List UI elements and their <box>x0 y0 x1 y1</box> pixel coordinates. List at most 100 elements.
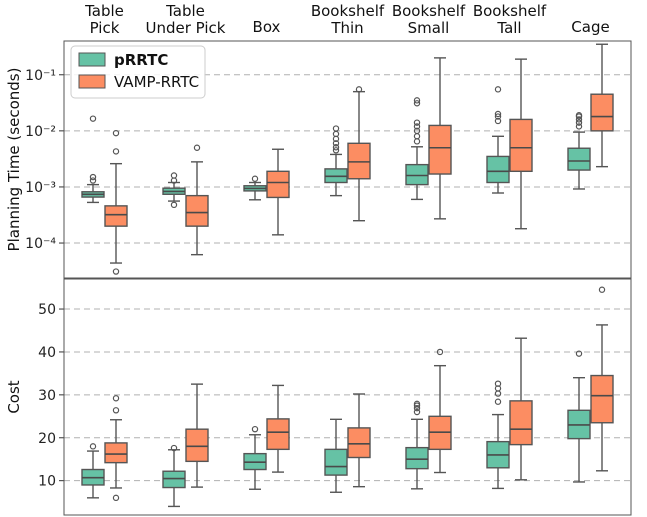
y-tick-label: 10⁻¹ <box>25 68 56 84</box>
outlier-point <box>112 268 120 275</box>
outlier-point <box>575 112 583 119</box>
box-prrtc <box>405 400 429 490</box>
box-iqr <box>405 163 429 186</box>
outlier-point <box>170 201 178 209</box>
box-iqr <box>185 194 209 227</box>
box-prrtc <box>567 350 591 483</box>
outlier-point <box>413 123 421 130</box>
box-vamp-rrtc <box>428 348 452 474</box>
category-label-line: Under Pick <box>146 19 226 37</box>
outlier-point <box>112 129 120 137</box>
category-label-line: Pick <box>90 19 120 37</box>
y-tick-label: 40 <box>38 345 56 361</box>
outlier-point <box>355 86 363 93</box>
box-iqr <box>567 147 591 171</box>
outlier-point <box>413 133 421 140</box>
outlier-point <box>89 177 97 184</box>
box-iqr <box>104 442 128 464</box>
category-label-line: Bookshelf <box>473 2 547 20</box>
legend-label: pRRTC <box>114 51 168 69</box>
outlier-point <box>413 408 421 416</box>
outlier-point <box>251 175 259 182</box>
box-iqr <box>347 427 371 459</box>
box-prrtc <box>567 112 591 190</box>
axes-frame <box>63 278 632 516</box>
category-label-line: Bookshelf <box>392 2 466 20</box>
y-tick-label: 20 <box>38 431 56 447</box>
outlier-point <box>494 390 502 397</box>
category-label: Bookshelf Tall <box>473 2 547 37</box>
y-tick-label: 10⁻⁴ <box>25 236 56 252</box>
category-label-line: Table <box>165 2 205 20</box>
box-iqr <box>162 470 186 489</box>
outlier-point <box>575 123 583 130</box>
box-prrtc <box>324 125 348 197</box>
outlier-point <box>494 113 502 120</box>
box-vamp-rrtc <box>347 393 371 488</box>
box-iqr <box>590 93 614 132</box>
y-tick-label: 10⁻² <box>25 124 56 140</box>
box-prrtc <box>324 418 348 493</box>
category-label: Cage <box>571 18 609 36</box>
outlier-point <box>494 398 502 405</box>
outlier-point <box>332 147 340 154</box>
box-vamp-rrtc <box>266 148 290 236</box>
outlier-point <box>413 100 421 107</box>
box-prrtc <box>243 425 267 490</box>
y-tick-label: 10 <box>38 474 56 490</box>
box-prrtc <box>81 115 105 204</box>
outlier-point <box>112 395 120 402</box>
box-prrtc <box>162 172 186 209</box>
outlier-point <box>494 380 502 387</box>
outlier-point <box>575 350 583 357</box>
category-label: Table Under Pick <box>146 2 226 37</box>
outlier-point <box>112 407 120 414</box>
outlier-point <box>413 404 421 412</box>
category-label: Box <box>253 18 281 36</box>
outlier-point <box>89 173 97 181</box>
outlier-point <box>494 86 502 93</box>
category-label-line: Small <box>408 19 450 37</box>
box-iqr <box>185 428 209 463</box>
category-label-line: Table <box>84 2 124 20</box>
box-prrtc <box>81 443 105 499</box>
box-vamp-rrtc <box>266 384 290 473</box>
box-vamp-rrtc <box>428 57 452 220</box>
category-label: Bookshelf Thin <box>311 2 385 37</box>
box-vamp-rrtc <box>185 383 209 488</box>
box-iqr <box>324 448 348 476</box>
box-vamp-rrtc <box>347 86 371 222</box>
box-iqr <box>104 205 128 227</box>
box-iqr <box>509 400 533 446</box>
box-prrtc <box>486 380 510 490</box>
box-vamp-rrtc <box>509 337 533 481</box>
outlier-point <box>436 348 444 356</box>
outlier-point <box>413 97 421 104</box>
box-vamp-rrtc <box>104 129 128 275</box>
outlier-point <box>494 110 502 118</box>
box-iqr <box>266 170 290 199</box>
outlier-point <box>598 286 606 293</box>
outlier-point <box>112 148 120 155</box>
box-prrtc <box>405 97 429 201</box>
box-vamp-rrtc <box>104 395 128 502</box>
box-iqr <box>590 374 614 424</box>
category-label-line: Tall <box>496 19 521 37</box>
box-vamp-rrtc <box>509 58 533 230</box>
y-axis-title: Cost <box>5 380 23 413</box>
outlier-point <box>89 115 97 122</box>
outlier-point <box>575 116 583 123</box>
outlier-point <box>494 117 502 125</box>
box-iqr <box>266 418 290 451</box>
box-iqr <box>486 155 510 184</box>
box-iqr <box>428 124 452 175</box>
outlier-point <box>332 140 340 147</box>
axes-frame <box>63 40 632 279</box>
box-prrtc <box>486 86 510 194</box>
outlier-point <box>413 400 421 408</box>
cost-panel: 10 20 30 40 50 Cost <box>5 278 632 516</box>
box-iqr <box>509 118 533 173</box>
box-prrtc <box>243 175 267 201</box>
